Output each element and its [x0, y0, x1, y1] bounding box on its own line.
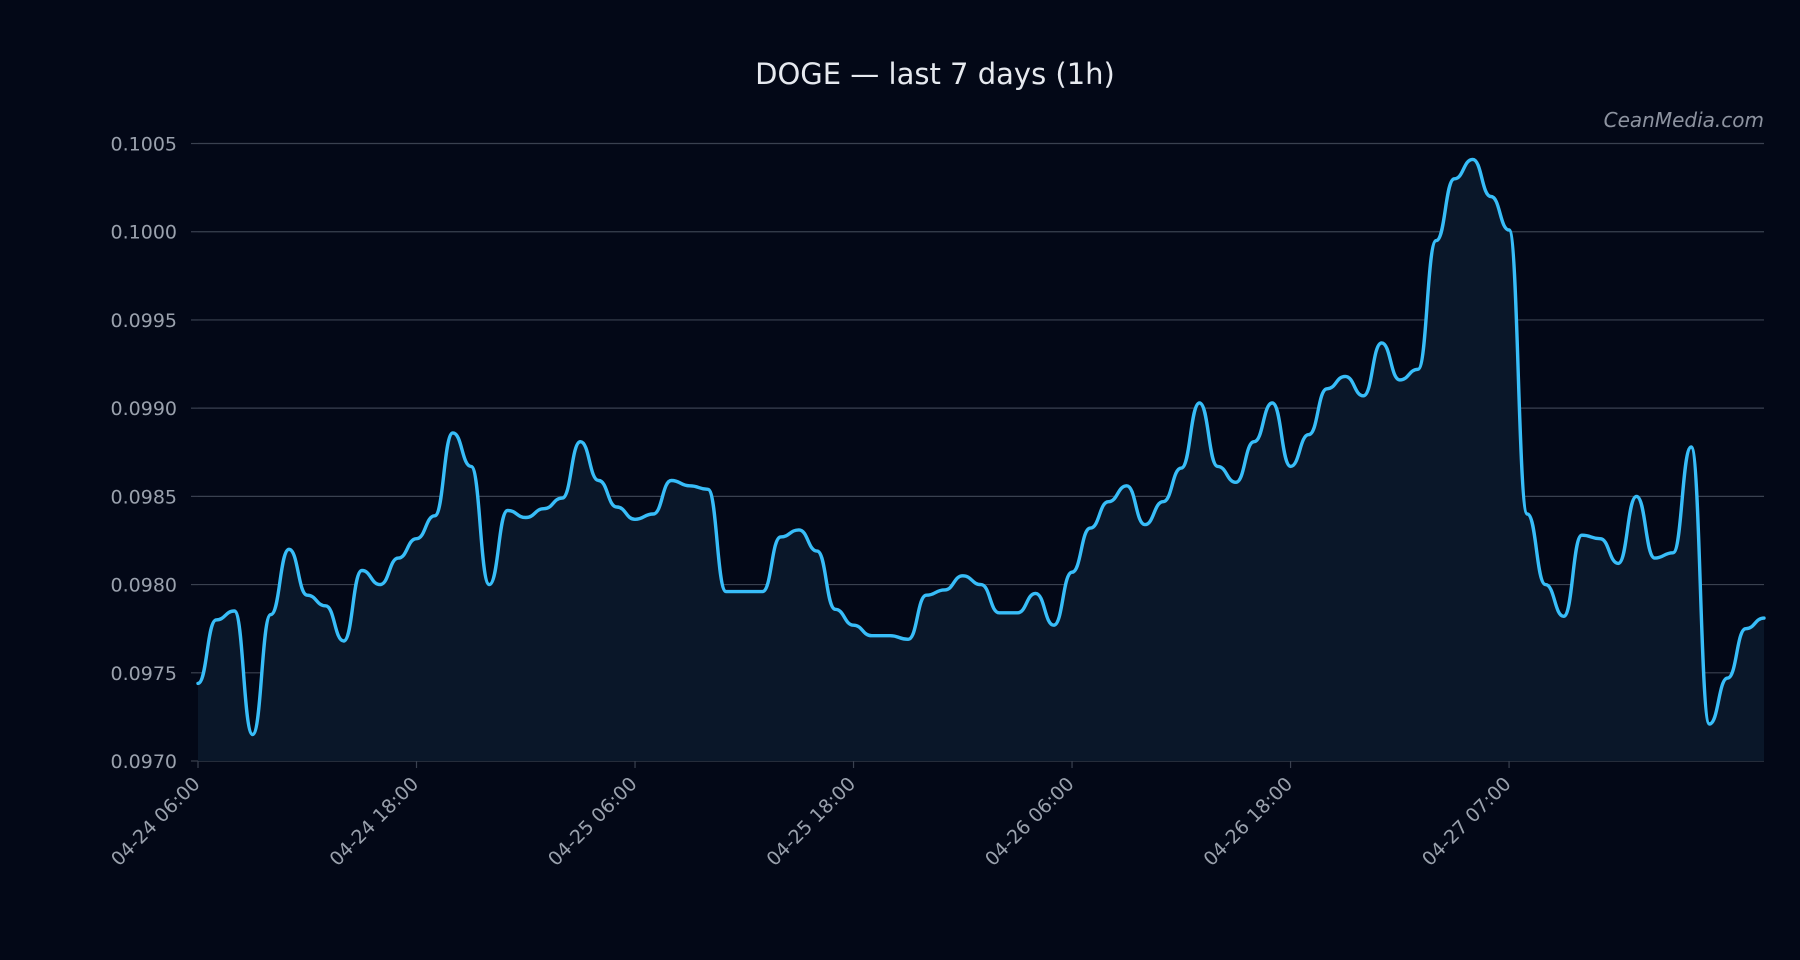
x-tick-label: 04-24 06:00 [107, 773, 205, 871]
y-tick-label: 0.1000 [111, 222, 177, 244]
y-tick-label: 0.0985 [111, 486, 177, 508]
y-tick-label: 0.0980 [111, 575, 177, 597]
x-axis: 04-24 06:00 04-24 18:00 04-25 06:00 04-25 1… [107, 761, 1516, 871]
x-tick-label: 04-27 07:00 [1418, 773, 1516, 871]
x-tick-label: 04-25 06:00 [544, 773, 642, 871]
price-area-fill [198, 159, 1764, 761]
y-tick-label: 0.1005 [111, 134, 177, 156]
x-tick-label: 04-25 18:00 [762, 773, 860, 871]
plot-area [196, 157, 1766, 761]
price-series-line [196, 157, 1766, 737]
chart-title: DOGE — last 7 days (1h) [755, 57, 1115, 91]
y-tick-label: 0.0975 [111, 663, 177, 685]
x-tick-label: 04-24 18:00 [325, 773, 423, 871]
y-axis: 0.0970 0.0975 0.0980 0.0985 0.0990 0.0995 0.10… [111, 134, 198, 773]
y-tick-label: 0.0995 [111, 310, 177, 332]
y-tick-label: 0.0990 [111, 398, 177, 420]
x-tick-label: 04-26 18:00 [1200, 773, 1298, 871]
x-tick-label: 04-26 06:00 [981, 773, 1079, 871]
watermark-text: CeanMedia.com [1604, 108, 1764, 132]
y-tick-label: 0.0970 [111, 751, 177, 773]
